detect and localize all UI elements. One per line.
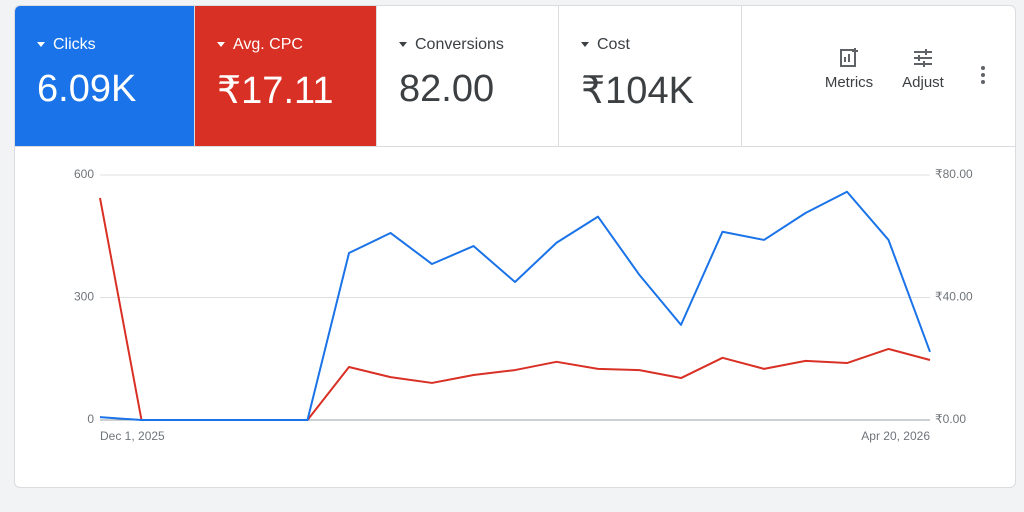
adjust-button[interactable]: Adjust — [895, 46, 951, 91]
y-tick-label: 600 — [74, 167, 94, 181]
cost-tile[interactable]: Cost ₹104K — [559, 6, 742, 146]
y2-tick-label: ₹0.00 — [935, 412, 966, 426]
conversions-tile[interactable]: Conversions 82.00 — [377, 6, 559, 146]
divider — [15, 146, 1015, 147]
adjust-icon — [914, 49, 932, 67]
x-tick-label: Dec 1, 2025 — [100, 429, 165, 443]
more-button[interactable] — [978, 64, 988, 88]
tile-value: ₹17.11 — [217, 70, 334, 112]
y2-tick-label: ₹40.00 — [935, 290, 973, 304]
series-line — [99, 197, 931, 421]
cpc-tile[interactable]: Avg. CPC ₹17.11 — [195, 6, 377, 146]
tile-label: Avg. CPC — [217, 36, 376, 54]
series-line — [99, 190, 931, 421]
button-label: Metrics — [824, 74, 874, 91]
x-tick-label: Apr 20, 2026 — [861, 429, 930, 443]
y-tick-label: 0 — [87, 412, 94, 426]
clicks-tile[interactable]: Clicks 6.09K — [15, 6, 195, 146]
y2-tick-label: ₹80.00 — [935, 167, 973, 181]
performance-card: Clicks 6.09K Avg. CPC ₹17.11 Conversions… — [14, 5, 1016, 488]
tile-value: 6.09K — [37, 68, 137, 110]
metrics-icon — [840, 48, 858, 67]
tile-label: Cost — [581, 36, 741, 54]
tile-label: Clicks — [37, 36, 194, 54]
tile-value: 82.00 — [399, 68, 495, 110]
tile-value: ₹104K — [581, 70, 694, 112]
metrics-button[interactable]: Metrics — [821, 46, 877, 91]
y-tick-label: 300 — [74, 290, 94, 304]
button-label: Adjust — [902, 74, 944, 91]
tile-label: Conversions — [399, 36, 558, 54]
